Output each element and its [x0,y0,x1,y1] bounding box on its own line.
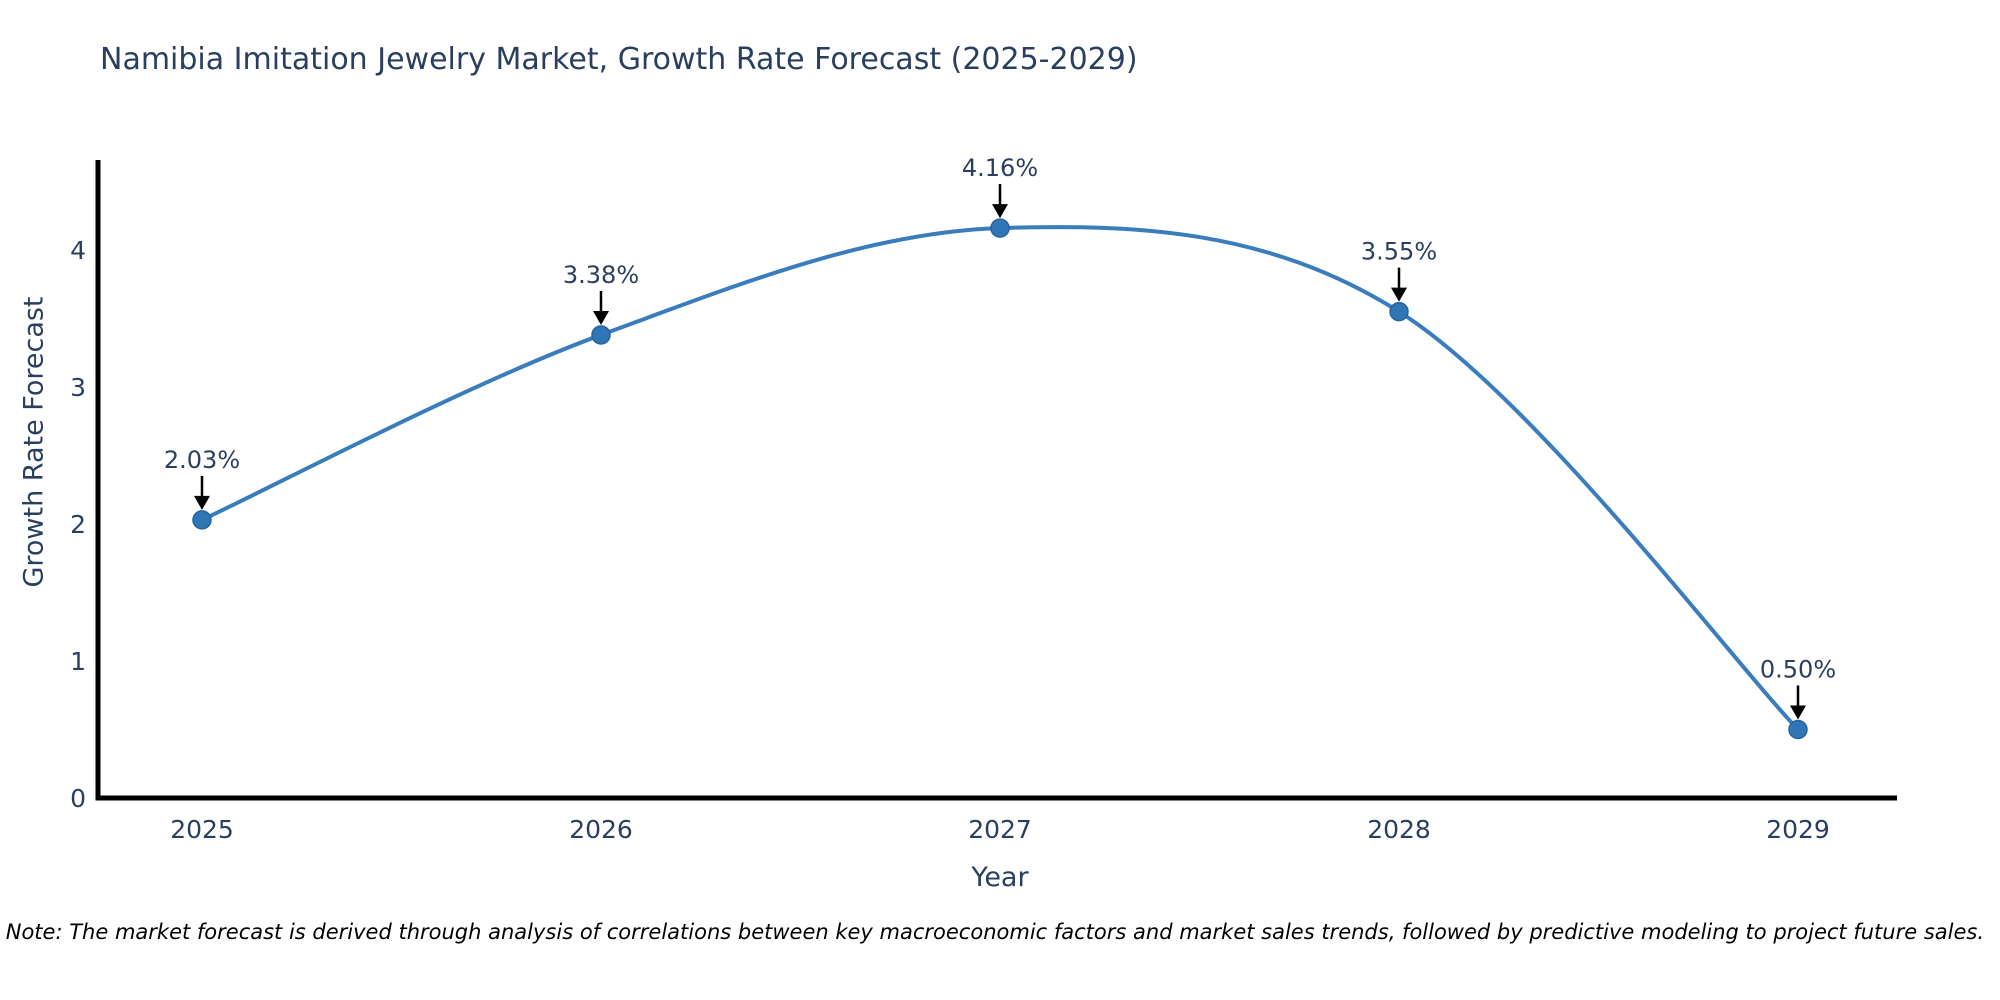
annotation-arrowhead-icon [1391,287,1407,302]
y-tick-label: 1 [70,647,86,676]
y-tick-label: 4 [70,236,86,265]
data-point-label: 2.03% [164,446,240,474]
data-point-marker [1389,301,1409,322]
y-tick-label: 0 [70,784,86,813]
x-tick-label: 2025 [170,815,234,844]
series-line [200,225,1800,732]
data-point-label: 0.50% [1760,656,1836,684]
data-point-marker [990,218,1010,238]
data-point-marker [192,510,212,530]
x-tick-label: 2028 [1367,815,1431,844]
x-tick-label: 2026 [569,815,633,844]
x-tick-label: 2027 [968,815,1032,844]
x-axis-title: Year [971,862,1029,893]
data-point-label: 3.55% [1361,238,1437,266]
x-tick-label: 2029 [1766,815,1830,844]
footnote: Note: The market forecast is derived thr… [5,920,1984,944]
data-point-label: 4.16% [962,154,1038,182]
annotation-arrowhead-icon [593,310,609,325]
y-tick-label: 3 [70,373,86,402]
annotation-arrowhead-icon [194,495,210,510]
data-point-label: 3.38% [563,261,639,289]
y-tick-label: 2 [70,510,86,539]
chart-title: Namibia Imitation Jewelry Market, Growth… [100,42,1138,77]
annotation-arrowhead-icon [992,204,1008,219]
annotation-arrowhead-icon [1790,705,1806,720]
data-point-marker [1788,719,1808,740]
data-point-marker [591,325,611,345]
